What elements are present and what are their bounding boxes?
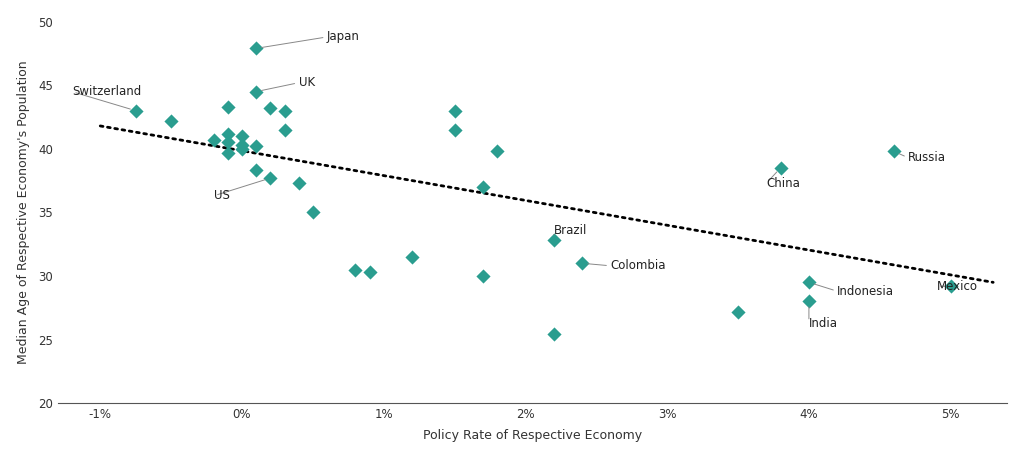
X-axis label: Policy Rate of Respective Economy: Policy Rate of Respective Economy	[423, 429, 642, 442]
Point	[801, 279, 817, 286]
Point	[128, 107, 144, 114]
Point	[233, 141, 250, 149]
Point	[403, 253, 420, 261]
Text: Switzerland: Switzerland	[72, 85, 141, 98]
Point	[772, 164, 788, 172]
Point	[361, 269, 378, 276]
Text: Indonesia: Indonesia	[838, 285, 894, 298]
Point	[219, 149, 236, 157]
Text: UK: UK	[299, 76, 314, 89]
Point	[233, 133, 250, 140]
Point	[546, 331, 562, 338]
Point	[248, 88, 264, 95]
Point	[347, 266, 364, 273]
Point	[446, 126, 463, 134]
Point	[276, 107, 293, 114]
Point	[488, 148, 505, 155]
Text: India: India	[809, 317, 838, 330]
Text: Mexico: Mexico	[937, 280, 978, 293]
Point	[886, 148, 902, 155]
Point	[219, 139, 236, 146]
Y-axis label: Median Age of Respective Economy's Population: Median Age of Respective Economy's Popul…	[16, 61, 30, 364]
Text: Russia: Russia	[908, 151, 946, 164]
Point	[248, 167, 264, 174]
Point	[475, 183, 492, 190]
Point	[233, 145, 250, 152]
Point	[219, 130, 236, 137]
Point	[248, 45, 264, 52]
Point	[276, 126, 293, 134]
Point	[475, 272, 492, 280]
Point	[248, 143, 264, 150]
Text: Japan: Japan	[327, 30, 359, 44]
Point	[305, 209, 322, 216]
Point	[262, 174, 279, 182]
Point	[730, 308, 746, 315]
Point	[446, 107, 463, 114]
Point	[546, 237, 562, 244]
Point	[206, 136, 222, 144]
Text: China: China	[766, 177, 801, 190]
Point	[291, 179, 307, 187]
Point	[262, 105, 279, 112]
Point	[942, 282, 958, 290]
Point	[219, 103, 236, 111]
Text: US: US	[214, 190, 229, 202]
Point	[163, 117, 179, 124]
Point	[801, 298, 817, 305]
Text: Brazil: Brazil	[554, 224, 587, 237]
Text: Colombia: Colombia	[610, 259, 666, 272]
Point	[573, 260, 590, 267]
